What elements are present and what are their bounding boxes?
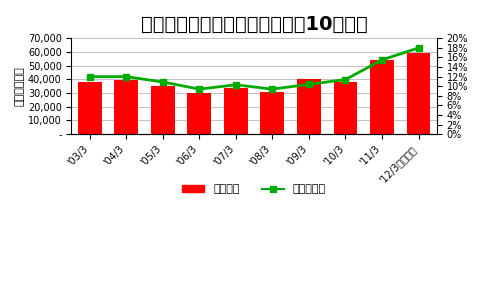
Bar [224,88,248,134]
Bar [407,53,430,134]
Bar [151,86,174,134]
Bar [297,79,321,134]
Y-axis label: 単位：百万円: 単位：百万円 [15,66,25,106]
Title: オリエンタルランド　営業利益10年推移: オリエンタルランド 営業利益10年推移 [141,15,368,34]
Bar [260,92,284,134]
Bar [78,82,101,134]
Legend: 営業利益, 営業利益率: 営業利益, 営業利益率 [178,180,330,199]
Bar [334,82,357,134]
Bar [370,60,394,134]
Bar [114,80,138,134]
Bar [187,93,211,134]
